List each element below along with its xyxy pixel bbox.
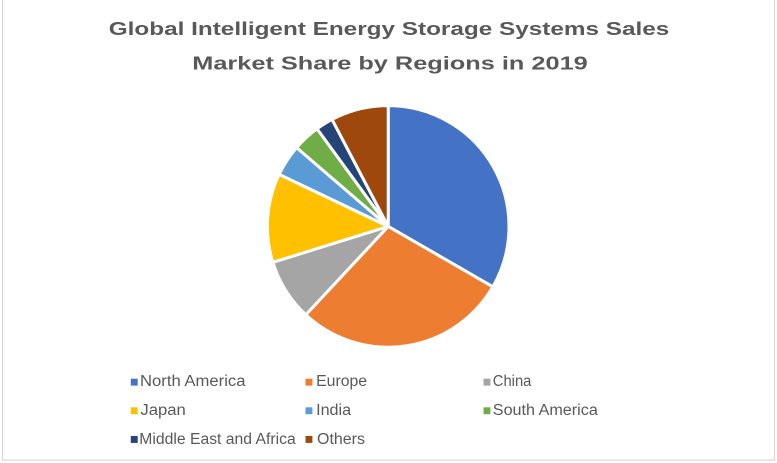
svg-text:Europe: Europe — [316, 373, 367, 390]
svg-text:China: China — [493, 373, 532, 390]
svg-text:Japan: Japan — [140, 402, 185, 419]
svg-text:South America: South America — [493, 402, 599, 419]
svg-text:North America: North America — [140, 373, 246, 390]
svg-text:Others: Others — [317, 431, 365, 448]
svg-text:India: India — [316, 402, 352, 419]
svg-text:Middle East and Africa: Middle East and Africa — [139, 431, 296, 448]
svg-text:Market Share by Regions in 201: Market Share by Regions in 2019 — [192, 53, 588, 74]
svg-text:Global Intelligent Energy Stor: Global Intelligent Energy Storage System… — [109, 18, 670, 39]
